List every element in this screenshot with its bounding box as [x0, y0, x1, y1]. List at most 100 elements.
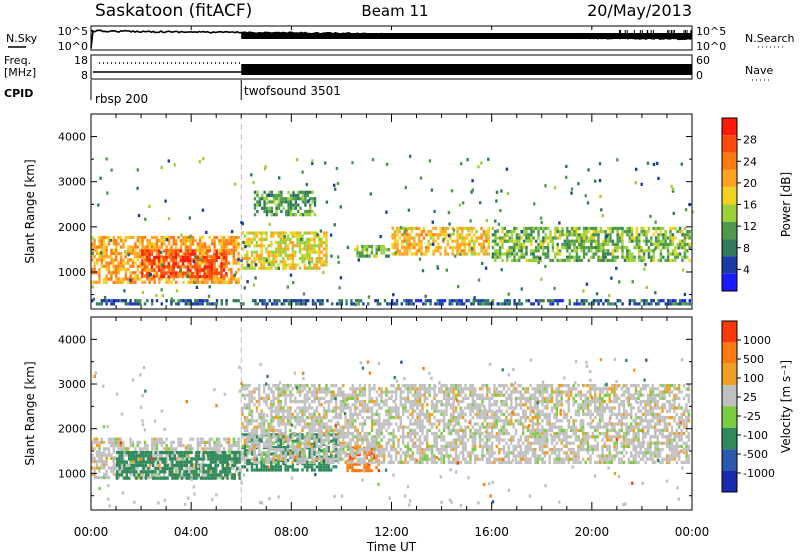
echo-cell	[539, 239, 543, 243]
echo-cell	[662, 239, 665, 243]
power-echo-region	[241, 231, 328, 270]
echo-cell	[301, 400, 304, 404]
echo-cell	[91, 444, 94, 448]
echo-cell	[575, 302, 579, 306]
echo-cell	[325, 250, 328, 254]
echo-cell	[480, 249, 483, 253]
echo-cell	[294, 439, 297, 443]
echo-cell	[165, 259, 168, 263]
echo-cell	[396, 239, 399, 243]
echo-cell	[458, 203, 462, 207]
echo-cell	[270, 244, 273, 248]
echo-cell	[520, 302, 523, 306]
echo-cell	[185, 457, 188, 461]
echo-cell	[270, 250, 273, 254]
echo-cell	[375, 412, 378, 416]
echo-cell	[182, 235, 185, 240]
echo-cell	[628, 252, 631, 256]
echo-cell	[594, 249, 598, 253]
echo-cell	[370, 400, 374, 404]
echo-cell	[167, 463, 171, 467]
echo-cell	[292, 206, 295, 210]
echo-cell	[98, 271, 101, 275]
echo-cell	[230, 251, 233, 256]
echo-cell	[642, 249, 646, 253]
echo-cell	[681, 242, 684, 246]
echo-cell	[424, 302, 427, 306]
echo-cell	[322, 468, 326, 472]
echo-cell	[222, 252, 226, 256]
echo-cell	[218, 248, 221, 252]
echo-cell	[368, 416, 371, 420]
echo-cell	[213, 239, 216, 243]
echo-cell	[301, 406, 304, 410]
echo-cell	[261, 193, 264, 198]
echo-cell	[451, 226, 454, 230]
echo-cell	[428, 159, 432, 163]
echo-cell	[298, 441, 302, 445]
echo-cell	[237, 440, 240, 444]
echo-cell	[669, 236, 672, 240]
echo-cell	[515, 302, 519, 306]
echo-cell	[477, 278, 481, 282]
echo-cell	[456, 233, 459, 237]
echo-cell	[363, 409, 366, 413]
echo-cell	[542, 242, 545, 246]
echo-cell	[468, 239, 471, 243]
echo-cell	[255, 444, 259, 448]
echo-cell	[134, 248, 137, 252]
echo-cell	[208, 255, 211, 259]
echo-cell	[455, 299, 459, 303]
echo-cell	[265, 457, 268, 461]
echo-cell	[308, 422, 311, 426]
echo-cell	[532, 226, 535, 230]
echo-cell	[122, 444, 125, 448]
echo-cell	[270, 253, 273, 257]
echo-cell	[124, 447, 127, 451]
echo-cell	[330, 396, 333, 400]
echo-cell	[491, 299, 495, 303]
echo-cell	[238, 454, 241, 458]
echo-cell	[270, 465, 273, 469]
echo-cell	[260, 257, 263, 261]
echo-cell	[267, 387, 270, 391]
echo-cell	[91, 242, 94, 246]
echo-cell	[291, 244, 294, 248]
echo-cell	[110, 277, 113, 281]
echo-cell	[573, 258, 576, 262]
echo-cell	[246, 250, 249, 254]
echo-cell	[487, 246, 490, 250]
echo-cell	[243, 425, 247, 429]
echo-cell	[154, 451, 157, 455]
echo-cell	[289, 193, 293, 198]
echo-cell	[282, 454, 285, 458]
echo-cell	[267, 250, 270, 254]
echo-cell	[105, 299, 108, 303]
echo-cell	[220, 245, 223, 249]
echo-cell	[180, 233, 183, 237]
echo-cell	[628, 233, 631, 237]
echo-cell	[303, 460, 306, 464]
echo-cell	[662, 236, 665, 240]
echo-cell	[178, 467, 181, 471]
echo-cell	[258, 237, 261, 241]
echo-cell	[151, 444, 154, 448]
echo-cell	[554, 236, 557, 240]
echo-cell	[325, 390, 328, 394]
echo-cell	[358, 460, 362, 464]
echo-cell	[313, 400, 316, 404]
echo-cell	[239, 302, 243, 306]
echo-cell	[382, 248, 386, 252]
echo-cell	[233, 454, 236, 458]
echo-cell	[254, 302, 257, 306]
echo-cell	[103, 264, 106, 268]
echo-cell	[520, 287, 523, 291]
echo-cell	[241, 435, 244, 439]
echo-cell	[160, 242, 163, 246]
echo-cell	[176, 460, 179, 464]
echo-cell	[105, 277, 108, 281]
echo-cell	[137, 463, 140, 467]
echo-cell	[289, 273, 293, 277]
echo-cell	[250, 444, 254, 448]
echo-cell	[162, 268, 166, 272]
